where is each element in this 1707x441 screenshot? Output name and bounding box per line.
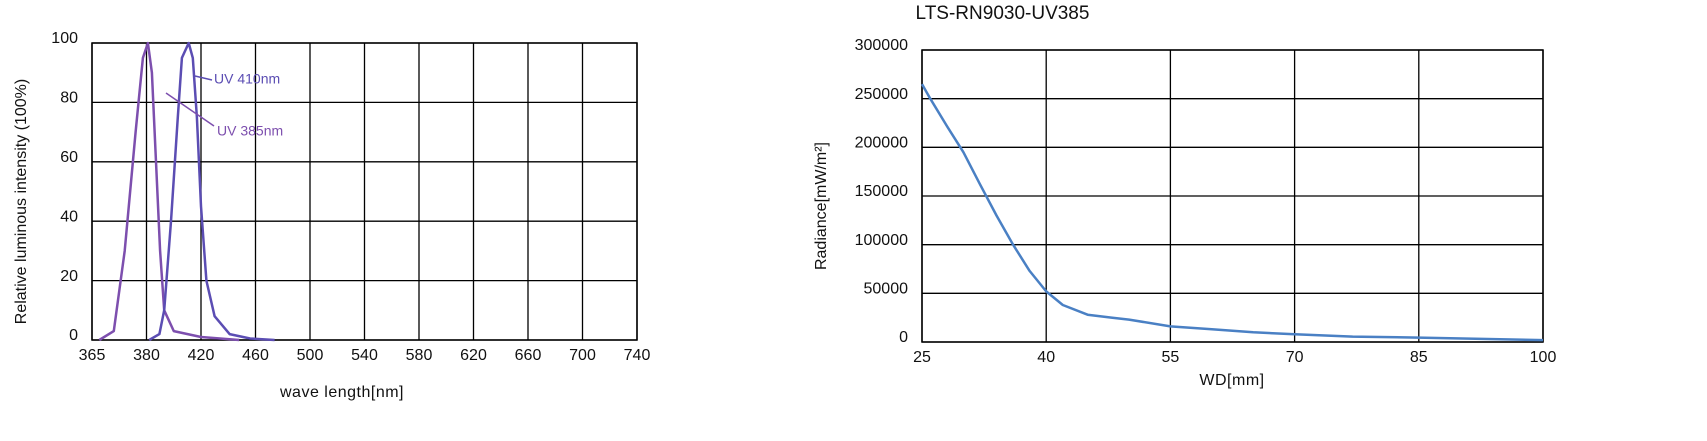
x-tick-label: 85 [1410, 349, 1428, 366]
series-line [98, 41, 240, 342]
y-tick-label: 300000 [855, 37, 908, 54]
x-axis-label: WD[mm] [1199, 372, 1264, 389]
y-tick-label: 60 [60, 149, 78, 166]
chart-title: LTS-RN9030-UV385 [916, 3, 1090, 24]
y-tick-label: 80 [60, 90, 78, 107]
x-tick-label: 660 [515, 347, 542, 364]
y-tick-label: 150000 [855, 183, 908, 200]
y-tick-label: 0 [899, 329, 908, 346]
x-tick-label: 25 [913, 349, 931, 366]
leader-line [165, 92, 215, 127]
y-tick-label: 0 [69, 327, 78, 344]
x-tick-label: 365 [79, 347, 106, 364]
leader-line [194, 75, 213, 81]
x-tick-label: 70 [1286, 349, 1304, 366]
annotation: UV 385nm [217, 123, 283, 139]
x-tick-label: 580 [406, 347, 433, 364]
x-tick-label: 500 [297, 347, 324, 364]
y-axis-label: Radiance[mW/m²] [813, 142, 830, 270]
x-tick-label: 620 [460, 347, 487, 364]
x-tick-label: 420 [188, 347, 215, 364]
x-tick-label: 460 [242, 347, 269, 364]
y-tick-label: 40 [60, 208, 78, 225]
x-tick-label: 700 [569, 347, 596, 364]
series-line [920, 83, 1544, 342]
y-tick-label: 20 [60, 268, 78, 285]
x-axis-label: wave length[nm] [279, 384, 404, 401]
y-tick-label: 100000 [855, 232, 908, 249]
annotation: UV 410nm [214, 71, 280, 87]
y-tick-label: 250000 [855, 86, 908, 103]
x-tick-label: 740 [624, 347, 651, 364]
x-tick-label: 55 [1162, 349, 1180, 366]
plot-frame [91, 42, 638, 341]
x-tick-label: 540 [351, 347, 378, 364]
x-tick-label: 100 [1530, 349, 1557, 366]
x-tick-label: 40 [1037, 349, 1055, 366]
y-tick-label: 50000 [864, 281, 909, 298]
series-line [148, 41, 275, 342]
y-axis-label: Relative luminous intensity (100%) [13, 79, 30, 324]
plot-frame [921, 49, 1544, 343]
y-tick-label: 200000 [855, 135, 908, 152]
x-tick-label: 380 [133, 347, 160, 364]
y-tick-label: 100 [51, 30, 78, 47]
